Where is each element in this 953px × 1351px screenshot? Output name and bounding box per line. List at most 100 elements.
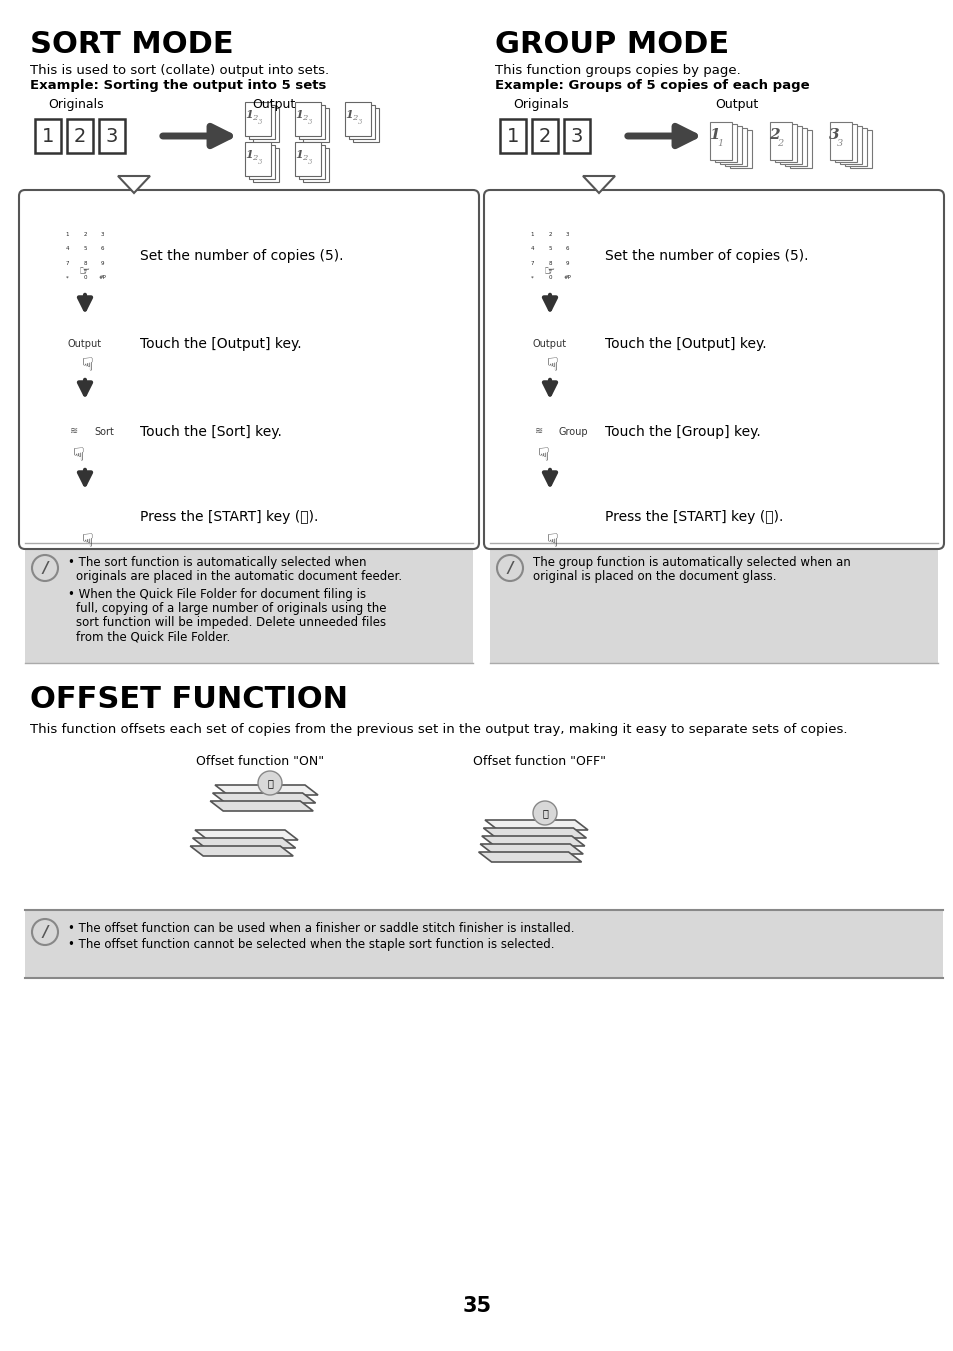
Text: #P: #P — [98, 276, 107, 280]
FancyBboxPatch shape — [59, 242, 75, 255]
Text: 3: 3 — [828, 128, 839, 142]
FancyBboxPatch shape — [558, 272, 576, 285]
Text: 1: 1 — [66, 232, 70, 236]
Polygon shape — [582, 176, 615, 193]
FancyBboxPatch shape — [483, 190, 943, 549]
Text: from the Quick File Folder.: from the Quick File Folder. — [76, 630, 230, 643]
Polygon shape — [481, 836, 584, 846]
Polygon shape — [303, 149, 329, 182]
FancyBboxPatch shape — [541, 272, 558, 285]
Text: 8: 8 — [548, 261, 551, 266]
Text: 1: 1 — [42, 127, 54, 146]
Text: /: / — [42, 561, 48, 576]
FancyBboxPatch shape — [76, 242, 93, 255]
Text: The group function is automatically selected when an: The group function is automatically sele… — [533, 557, 850, 569]
Text: This is used to sort (collate) output into sets.: This is used to sort (collate) output in… — [30, 63, 329, 77]
FancyBboxPatch shape — [523, 242, 540, 255]
Text: 3: 3 — [357, 118, 362, 126]
Polygon shape — [724, 128, 746, 166]
Polygon shape — [840, 126, 862, 163]
Polygon shape — [780, 126, 801, 163]
Text: Offset function "OFF": Offset function "OFF" — [473, 755, 606, 767]
Polygon shape — [245, 142, 271, 176]
FancyBboxPatch shape — [541, 227, 558, 240]
Polygon shape — [190, 846, 293, 857]
Text: 3: 3 — [257, 118, 262, 126]
Polygon shape — [77, 507, 92, 528]
Polygon shape — [829, 122, 851, 159]
Text: 2: 2 — [302, 154, 308, 162]
Text: Output: Output — [714, 99, 758, 111]
Polygon shape — [484, 820, 587, 830]
Text: 3: 3 — [308, 118, 312, 126]
FancyBboxPatch shape — [563, 119, 589, 153]
Text: GROUP MODE: GROUP MODE — [495, 30, 728, 59]
Text: Set the number of copies (5).: Set the number of copies (5). — [604, 249, 807, 263]
Text: • The offset function cannot be selected when the staple sort function is select: • The offset function cannot be selected… — [68, 938, 554, 951]
Text: 6: 6 — [565, 246, 569, 251]
Text: ≋: ≋ — [70, 426, 78, 436]
Text: 🌱: 🌱 — [267, 778, 273, 788]
Circle shape — [497, 555, 522, 581]
Text: Originals: Originals — [513, 99, 568, 111]
Polygon shape — [353, 108, 378, 142]
Text: 3: 3 — [308, 158, 312, 166]
Text: Offset function "ON": Offset function "ON" — [195, 755, 324, 767]
Text: ☞: ☞ — [76, 355, 94, 372]
FancyBboxPatch shape — [67, 119, 92, 153]
Polygon shape — [789, 130, 811, 168]
Text: SORT MODE: SORT MODE — [30, 30, 233, 59]
Text: 3: 3 — [106, 127, 118, 146]
FancyBboxPatch shape — [541, 242, 558, 255]
Text: 6: 6 — [101, 246, 104, 251]
Polygon shape — [479, 844, 582, 854]
Polygon shape — [345, 101, 371, 136]
Text: This function groups copies by page.: This function groups copies by page. — [495, 63, 740, 77]
Text: ≋: ≋ — [535, 426, 542, 436]
Text: 4: 4 — [66, 246, 70, 251]
FancyBboxPatch shape — [558, 227, 576, 240]
Polygon shape — [709, 122, 731, 159]
Text: • The sort function is automatically selected when: • The sort function is automatically sel… — [68, 557, 366, 569]
FancyBboxPatch shape — [558, 242, 576, 255]
Polygon shape — [483, 828, 586, 838]
FancyBboxPatch shape — [518, 332, 580, 355]
Text: 2: 2 — [252, 154, 257, 162]
Text: 1: 1 — [245, 108, 253, 119]
Text: /: / — [507, 561, 513, 576]
Text: ☞: ☞ — [79, 265, 91, 278]
Polygon shape — [769, 122, 791, 159]
Text: ☞: ☞ — [544, 265, 555, 278]
Polygon shape — [774, 124, 796, 162]
Text: Example: Groups of 5 copies of each page: Example: Groups of 5 copies of each page — [495, 78, 809, 92]
Text: Output: Output — [252, 99, 294, 111]
Text: 1: 1 — [716, 139, 722, 147]
Polygon shape — [210, 801, 313, 811]
FancyBboxPatch shape — [59, 257, 75, 270]
Text: Touch the [Group] key.: Touch the [Group] key. — [604, 426, 760, 439]
Text: 9: 9 — [101, 261, 104, 266]
Text: 2: 2 — [538, 127, 551, 146]
Text: This function offsets each set of copies from the previous set in the output tra: This function offsets each set of copies… — [30, 723, 846, 736]
FancyBboxPatch shape — [76, 272, 93, 285]
Text: 1: 1 — [294, 108, 302, 119]
Text: ☞: ☞ — [532, 446, 550, 462]
Text: 0: 0 — [548, 276, 551, 280]
Circle shape — [32, 555, 58, 581]
Text: 1: 1 — [506, 127, 518, 146]
FancyBboxPatch shape — [76, 257, 93, 270]
Text: *: * — [66, 276, 69, 280]
Text: original is placed on the document glass.: original is placed on the document glass… — [533, 570, 776, 584]
FancyBboxPatch shape — [499, 119, 525, 153]
Text: Touch the [Sort] key.: Touch the [Sort] key. — [140, 426, 281, 439]
FancyBboxPatch shape — [35, 119, 61, 153]
Text: Set the number of copies (5).: Set the number of copies (5). — [140, 249, 343, 263]
Text: 2: 2 — [548, 232, 551, 236]
Text: 1: 1 — [245, 149, 253, 159]
Text: /: / — [42, 924, 48, 939]
Polygon shape — [294, 142, 320, 176]
Text: 2: 2 — [83, 232, 87, 236]
Polygon shape — [720, 126, 741, 163]
Text: 1: 1 — [345, 108, 353, 119]
Polygon shape — [729, 130, 751, 168]
